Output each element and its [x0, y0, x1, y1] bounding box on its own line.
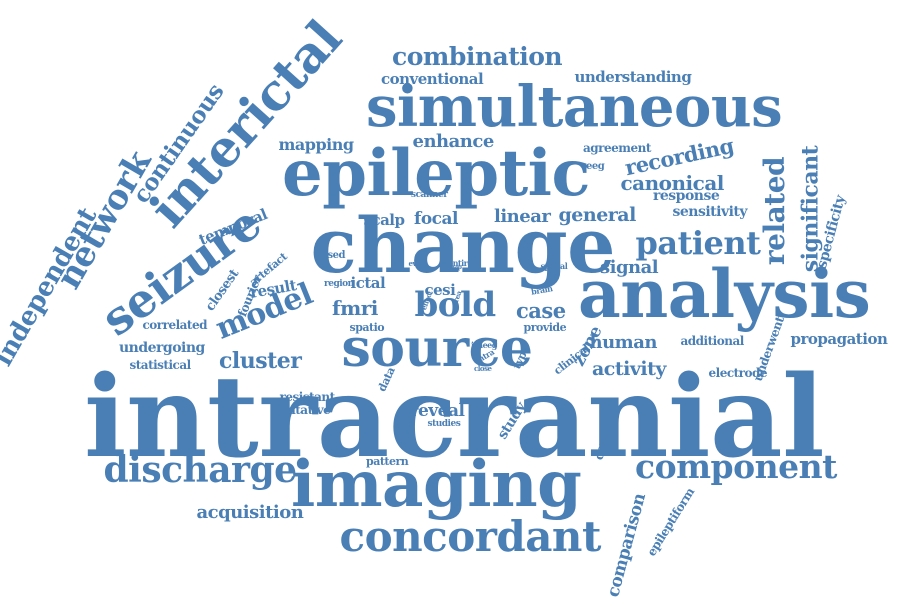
word-related: related	[758, 156, 792, 266]
word-agreement: agreement	[583, 141, 651, 155]
word-based: based	[315, 250, 345, 261]
word-canonical: canonical	[620, 171, 725, 195]
word-cluster: cluster	[219, 348, 302, 374]
word-signal: signal	[600, 257, 659, 278]
word-icaeeg: icaeeg	[471, 340, 497, 350]
word-discharge: discharge	[103, 449, 298, 491]
word-comparison: comparison	[603, 490, 651, 599]
word-combination: combination	[392, 41, 563, 71]
word-resistant: resistant	[279, 390, 336, 404]
word-enhance: enhance	[412, 131, 495, 152]
word-fmri: fmri	[332, 296, 378, 320]
word-additional: additional	[680, 334, 745, 348]
word-simultaneous: simultaneous	[366, 74, 783, 140]
word-entire: entire	[448, 258, 472, 268]
word-component: component	[635, 446, 837, 486]
word-map: map	[448, 264, 462, 271]
word-provide: provide	[523, 320, 567, 334]
word-source: source	[341, 318, 533, 379]
word-cesi: cesi	[424, 280, 456, 299]
word-undergoing: undergoing	[119, 340, 205, 356]
word-eeg: eeg	[586, 161, 605, 172]
word-bold: bold	[414, 285, 497, 325]
word-region: region	[324, 278, 354, 289]
word-statistical: statistical	[129, 358, 192, 372]
word-propagation: propagation	[790, 329, 888, 348]
word-epileptiform: epileptiform	[643, 485, 697, 559]
word-electrode: electrode	[708, 366, 768, 380]
word-case: case	[516, 297, 566, 323]
word-intracranial: intracranial	[84, 352, 825, 483]
word-human: human	[589, 332, 658, 353]
word-spatio: spatio	[349, 320, 385, 334]
word-acquisition: acquisition	[196, 502, 304, 523]
word-general: general	[558, 203, 637, 226]
word-concordant: concordant	[339, 512, 602, 561]
word-ictal: ictal	[350, 273, 386, 292]
word-epileptic: epileptic	[282, 136, 590, 211]
word-conventional: conventional	[381, 69, 484, 88]
word-change: change	[310, 201, 616, 290]
word-mapping: mapping	[278, 135, 355, 154]
word-analysis: analysis	[578, 255, 871, 333]
word-irritative: irritative	[275, 403, 331, 417]
word-brain: brain	[529, 283, 553, 297]
word-studies: studies	[427, 418, 461, 429]
word-spatial: spatial	[540, 261, 568, 271]
word-activity: activity	[592, 357, 666, 380]
word-imaging: imaging	[291, 447, 582, 522]
word-patient: patient	[635, 224, 761, 262]
word-event: event	[408, 258, 428, 268]
word-correlated: correlated	[142, 318, 208, 332]
word-understanding: understanding	[574, 67, 692, 86]
word-sensitivity: sensitivity	[672, 204, 748, 220]
word-response: response	[653, 188, 720, 204]
word-scanner: scanner	[411, 189, 448, 200]
word-linear: linear	[494, 206, 551, 227]
word-close: close	[474, 363, 492, 373]
word-pattern: pattern	[366, 454, 409, 468]
word-focal: focal	[414, 208, 458, 229]
word-scalp: scalp	[363, 210, 405, 229]
word-reveal: reveal	[409, 400, 465, 421]
